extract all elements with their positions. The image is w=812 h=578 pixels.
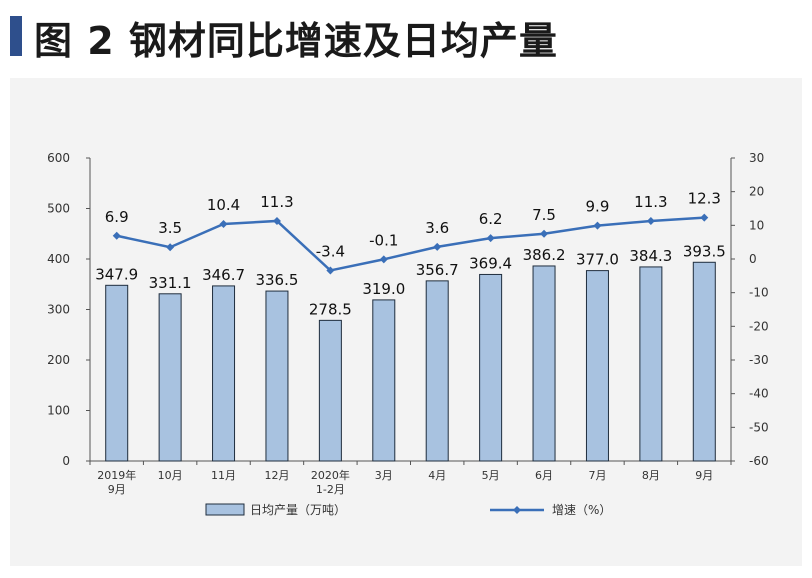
bar-value-label: 347.9 bbox=[95, 265, 138, 283]
growth-value-label: -3.4 bbox=[316, 242, 345, 260]
bar-value-label: 336.5 bbox=[255, 271, 298, 289]
right-tick-label: -20 bbox=[749, 319, 769, 333]
growth-value-label: 11.3 bbox=[634, 193, 667, 211]
x-tick-label: 3月 bbox=[375, 469, 393, 482]
bar-value-label: 346.7 bbox=[202, 266, 245, 284]
x-tick-label: 8月 bbox=[642, 469, 660, 482]
bar-value-label: 319.0 bbox=[362, 280, 405, 298]
growth-point bbox=[593, 221, 602, 230]
growth-value-label: 10.4 bbox=[207, 196, 240, 214]
legend-line-label: 增速（%） bbox=[552, 503, 611, 517]
growth-line bbox=[116, 216, 705, 272]
x-tick-label: 7月 bbox=[588, 469, 606, 482]
growth-point bbox=[540, 229, 549, 238]
x-tick-label: 9月 bbox=[695, 469, 713, 482]
right-tick-label: -50 bbox=[749, 420, 769, 434]
growth-value-label: 12.3 bbox=[688, 190, 721, 208]
x-tick-label: 1-2月 bbox=[316, 483, 345, 496]
bar bbox=[105, 284, 129, 462]
growth-value-label: 3.6 bbox=[425, 219, 449, 237]
x-tick-label: 5月 bbox=[482, 469, 500, 482]
right-tick-label: -40 bbox=[749, 387, 769, 401]
bar-value-label: 278.5 bbox=[309, 300, 352, 318]
bar bbox=[425, 280, 449, 462]
bar bbox=[265, 290, 289, 462]
growth-value-label: 7.5 bbox=[532, 206, 556, 224]
legend-bar-label: 日均产量（万吨） bbox=[250, 503, 346, 517]
x-tick-label: 9月 bbox=[108, 483, 126, 496]
growth-point bbox=[326, 266, 335, 275]
bar bbox=[318, 319, 342, 462]
chart-svg: 0 100 200 300 400 500 600 -60 -50 -40 -30 -20 -10 0 10… bbox=[47, 151, 769, 517]
growth-point bbox=[379, 255, 388, 264]
bar bbox=[479, 273, 503, 462]
right-tick-label: 0 bbox=[749, 252, 757, 266]
x-tick-label: 2020年 bbox=[311, 468, 350, 482]
legend-line-marker bbox=[513, 506, 521, 514]
growth-point bbox=[700, 213, 709, 222]
left-tick-label: 100 bbox=[47, 404, 70, 418]
growth-point bbox=[166, 243, 175, 252]
bar bbox=[372, 299, 396, 462]
growth-point bbox=[646, 216, 655, 225]
left-tick-label: 400 bbox=[47, 252, 70, 266]
bar-value-label: 377.0 bbox=[576, 251, 619, 269]
growth-point bbox=[219, 219, 228, 228]
growth-value-label: 6.2 bbox=[479, 210, 503, 228]
right-tick-label: -60 bbox=[749, 454, 769, 468]
left-tick-label: 300 bbox=[47, 303, 70, 317]
bar-value-label: 384.3 bbox=[629, 247, 672, 265]
bar bbox=[158, 293, 182, 462]
bar bbox=[212, 285, 236, 462]
bar bbox=[585, 270, 609, 462]
left-tick-label: 600 bbox=[47, 151, 70, 165]
growth-point bbox=[272, 216, 281, 225]
bar-value-label: 331.1 bbox=[149, 274, 192, 292]
left-tick-label: 500 bbox=[47, 202, 70, 216]
bar-value-label: 386.2 bbox=[523, 246, 566, 264]
page-title: 图 2 钢材同比增速及日均产量 bbox=[34, 19, 558, 63]
growth-point bbox=[433, 242, 442, 251]
bar-value-label: 369.4 bbox=[469, 254, 512, 272]
x-tick-label: 10月 bbox=[158, 469, 183, 482]
growth-point bbox=[112, 231, 121, 240]
bar bbox=[639, 266, 663, 462]
growth-value-label: 11.3 bbox=[260, 193, 293, 211]
right-tick-label: 30 bbox=[749, 151, 764, 165]
growth-value-label: -0.1 bbox=[369, 231, 398, 249]
growth-value-label: 9.9 bbox=[586, 198, 610, 216]
right-tick-label: 20 bbox=[749, 185, 764, 199]
bar-value-label: 393.5 bbox=[683, 242, 726, 260]
x-tick-label: 12月 bbox=[264, 469, 289, 482]
right-tick-label: -10 bbox=[749, 286, 769, 300]
left-tick-label: 200 bbox=[47, 353, 70, 367]
title-accent-bar bbox=[10, 16, 22, 56]
chart-panel: 0 100 200 300 400 500 600 -60 -50 -40 -30 -20 -10 0 10… bbox=[10, 78, 802, 566]
right-tick-label: -30 bbox=[749, 353, 769, 367]
left-tick-label: 0 bbox=[62, 454, 70, 468]
growth-point bbox=[486, 234, 495, 243]
bar-value-label: 356.7 bbox=[416, 261, 459, 279]
right-tick-label: 10 bbox=[749, 218, 764, 232]
bar bbox=[692, 261, 716, 462]
x-tick-label: 4月 bbox=[428, 469, 446, 482]
x-tick-label: 2019年 bbox=[97, 468, 136, 482]
x-tick-label: 11月 bbox=[211, 469, 236, 482]
bar bbox=[532, 265, 556, 462]
title-bar: 图 2 钢材同比增速及日均产量 bbox=[0, 0, 812, 72]
growth-value-label: 3.5 bbox=[158, 219, 182, 237]
legend-bar-swatch bbox=[205, 503, 245, 516]
x-tick-label: 6月 bbox=[535, 469, 553, 482]
growth-value-label: 6.9 bbox=[105, 208, 129, 226]
